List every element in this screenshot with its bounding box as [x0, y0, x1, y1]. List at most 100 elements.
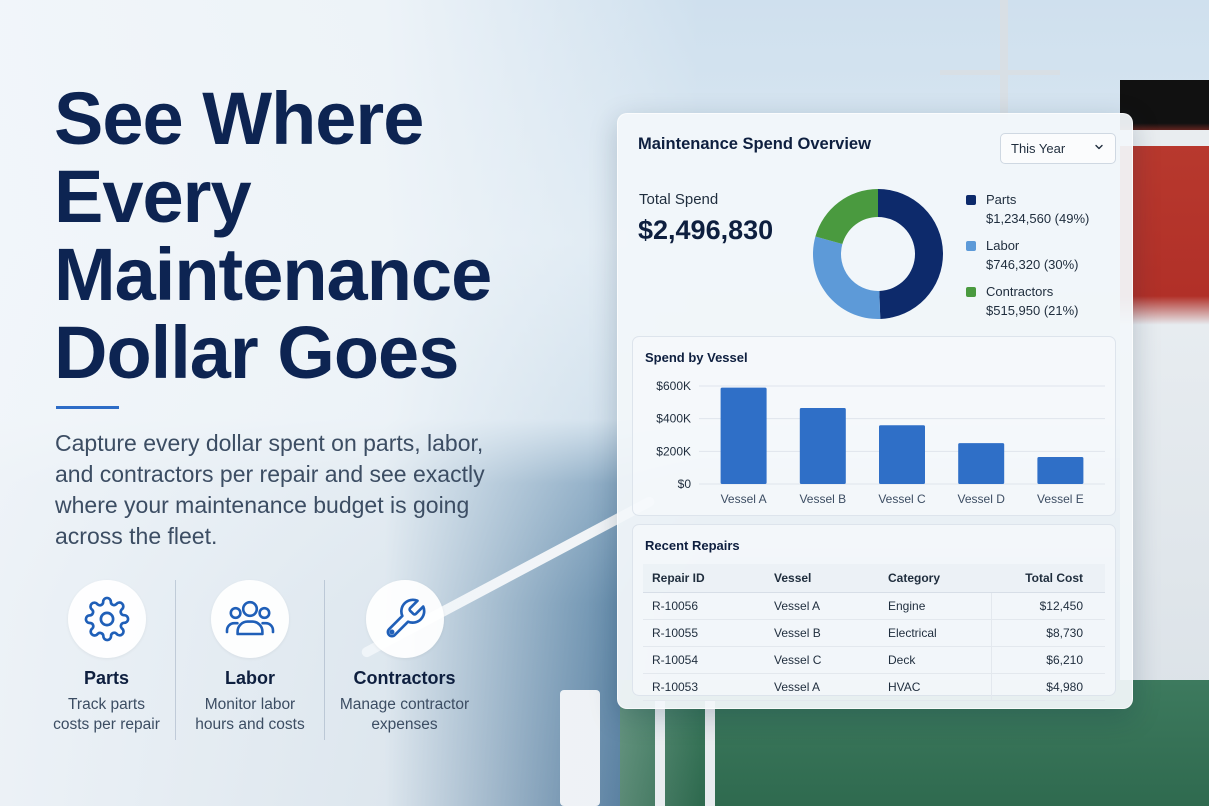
legend-item-contractors: Contractors $515,950 (21%): [966, 283, 1089, 320]
bar-vessel-d: [958, 443, 1005, 484]
hero-title: See Where Every Maintenance Dollar Goes: [54, 80, 574, 392]
dashboard-title: Maintenance Spend Overview: [638, 135, 871, 153]
vessel-cell: Vessel A: [765, 673, 879, 701]
category-cell: Engine: [879, 592, 991, 620]
legend-swatch: [966, 241, 976, 251]
ship-stripe-background: [1120, 130, 1209, 146]
feature-subtitle-line: hours and costs: [195, 716, 305, 733]
legend-item-labor: Labor $746,320 (30%): [966, 237, 1089, 274]
spend-legend: Parts $1,234,560 (49%) Labor $746,320 (3…: [966, 191, 1089, 329]
donut-slice-labor: [813, 236, 881, 319]
x-tick-label: Vessel A: [721, 492, 767, 506]
ship-mast-crossbar-background: [940, 70, 1060, 75]
table-row[interactable]: R-10053 Vessel A HVAC $4,980: [643, 673, 1105, 701]
hero-title-line: See Where: [54, 77, 424, 160]
spend-donut-chart: [813, 189, 943, 319]
repair-id-cell: R-10056: [643, 592, 765, 620]
legend-value: $1,234,560 (49%): [986, 211, 1090, 226]
legend-value: $515,950 (21%): [986, 303, 1079, 318]
sky-fade-overlay: [0, 0, 700, 806]
legend-value: $746,320 (30%): [986, 257, 1079, 272]
table-row[interactable]: R-10056 Vessel A Engine $12,450: [643, 592, 1105, 620]
x-tick-label: Vessel D: [958, 492, 1006, 506]
total-cost-cell: $6,210: [990, 646, 1105, 674]
legend-label: Contractors: [986, 284, 1054, 299]
feature-subtitle-line: Manage contractor: [339, 696, 470, 713]
feature-labor: Labor Monitor labor hours and costs: [175, 580, 324, 740]
total-cost-cell: $4,980: [990, 673, 1105, 701]
donut-slice-parts: [878, 189, 943, 319]
hero-description: Capture every dollar spent on parts, lab…: [55, 430, 485, 549]
repair-id-cell: R-10055: [643, 619, 765, 647]
table-header-row: Repair ID Vessel Category Total Cost: [643, 564, 1105, 593]
feature-subtitle: Track parts costs per repair: [53, 695, 160, 735]
recent-repairs-table: Repair ID Vessel Category Total Cost R-1…: [643, 564, 1105, 701]
total-spend-label: Total Spend: [639, 191, 719, 208]
x-tick-label: Vessel C: [878, 492, 926, 506]
feature-subtitle-line: costs per repair: [53, 716, 160, 733]
y-tick-label: $0: [678, 477, 692, 491]
legend-swatch: [966, 287, 976, 297]
repair-id-cell: R-10054: [643, 646, 765, 674]
recent-repairs-panel: Recent Repairs Repair ID Vessel Category…: [632, 524, 1116, 701]
bar-vessel-c: [879, 425, 925, 484]
total-cost-cell: $8,730: [990, 619, 1105, 647]
feature-subtitle-line: Track parts: [68, 696, 145, 713]
ship-mast-background: [1000, 0, 1008, 120]
donut-slice-contractors: [815, 189, 878, 245]
category-cell: Deck: [879, 646, 991, 674]
vessel-cell: Vessel C: [765, 646, 879, 674]
period-select-value: This Year: [1011, 141, 1066, 156]
column-header: Total Cost: [991, 564, 1105, 593]
feature-subtitle-line: expenses: [371, 716, 438, 733]
total-spend-value: $2,496,830: [638, 215, 774, 245]
hero-title-line: Every: [54, 155, 252, 238]
feature-contractors: Contractors Manage contractor expenses: [324, 580, 484, 740]
legend-item-parts: Parts $1,234,560 (49%): [966, 191, 1089, 228]
feature-parts: Parts Track parts costs per repair: [38, 580, 175, 740]
feature-subtitle: Manage contractor expenses: [340, 695, 469, 735]
table-row[interactable]: R-10055 Vessel B Electrical $8,730: [643, 619, 1105, 647]
feature-title: Labor: [224, 668, 275, 688]
feature-title: Contractors: [353, 668, 456, 688]
hero-accent-divider: [56, 406, 119, 409]
spend-by-vessel-chart: $0 $200K $400K $600K Vessel A Vessel B Vessel …: [656, 379, 1105, 506]
chevron-down-icon: [1093, 141, 1105, 156]
vessel-cell: Vessel B: [765, 619, 879, 647]
column-header: Category: [879, 564, 991, 593]
feature-title: Parts: [83, 668, 130, 688]
bar-vessel-b: [799, 408, 846, 484]
category-cell: Electrical: [879, 619, 991, 647]
recent-repairs-title: Recent Repairs: [645, 538, 740, 553]
users-icon: [211, 580, 289, 658]
wrench-icon: [365, 580, 444, 658]
legend-label: Labor: [986, 238, 1020, 253]
repair-id-cell: R-10053: [643, 673, 765, 701]
bar-vessel-e: [1037, 457, 1084, 484]
category-cell: HVAC: [879, 673, 991, 701]
table-row[interactable]: R-10054 Vessel C Deck $6,210: [643, 646, 1105, 674]
y-tick-label: $400K: [656, 412, 691, 426]
feature-list: Parts Track parts costs per repair Labor…: [38, 580, 498, 740]
bar-vessel-a: [720, 387, 767, 484]
spend-by-vessel-panel: $0 $200K $400K $600K Vessel A Vessel B Vessel …: [632, 336, 1116, 516]
total-cost-cell: $12,450: [990, 592, 1105, 620]
legend-label: Parts: [986, 192, 1017, 207]
hero-title-line: Maintenance: [54, 233, 492, 316]
period-select[interactable]: This Year: [1000, 133, 1116, 164]
x-tick-label: Vessel B: [799, 492, 846, 506]
ship-railing-post-background: [705, 700, 715, 806]
y-tick-label: $200K: [656, 444, 691, 458]
feature-subtitle: Monitor labor hours and costs: [195, 695, 304, 735]
hero-title-line: Dollar Goes: [54, 311, 459, 394]
column-header: Vessel: [765, 564, 879, 593]
feature-subtitle-line: Monitor labor: [204, 696, 296, 713]
gear-icon: [67, 580, 146, 658]
y-tick-label: $600K: [656, 379, 691, 393]
column-header: Repair ID: [643, 564, 765, 593]
x-tick-label: Vessel E: [1037, 492, 1084, 506]
maintenance-dashboard-card: Maintenance Spend Overview This Year Tot…: [617, 113, 1133, 709]
vessel-cell: Vessel A: [765, 592, 879, 620]
legend-swatch: [966, 195, 976, 205]
spend-by-vessel-title: Spend by Vessel: [645, 350, 748, 365]
